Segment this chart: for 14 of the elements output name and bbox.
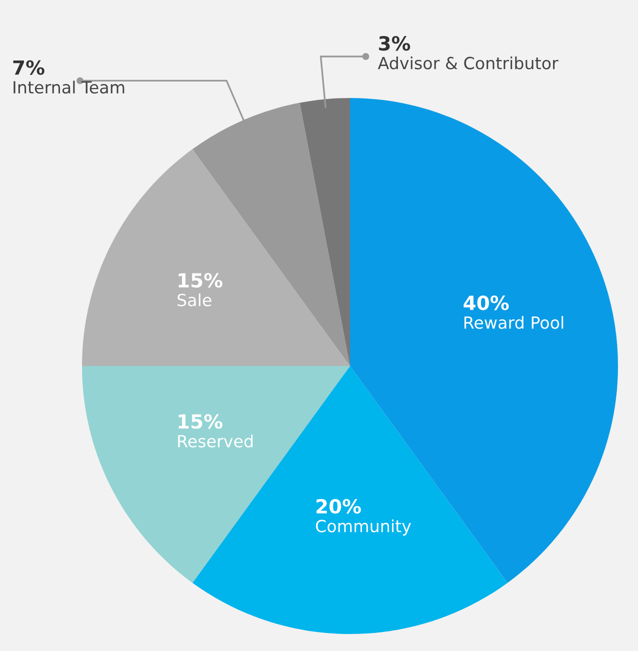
slice-label: Reward Pool: [464, 316, 564, 329]
pie-slice: [82, 149, 350, 366]
slice-label: Reserved: [178, 434, 253, 448]
slice-label: Sale: [178, 293, 212, 306]
data-label: 20%: [316, 498, 361, 514]
data-label: 3%: [379, 36, 410, 51]
data-label: 15%: [178, 414, 222, 429]
data-label: 15%: [178, 272, 222, 288]
slice-label: Community: [316, 519, 411, 536]
data-label: 7%: [13, 60, 44, 75]
legend-label: Internal Team: [14, 80, 124, 94]
slice-label: Advisor & Contributor: [378, 56, 558, 70]
data-label: 40%: [464, 295, 509, 310]
pie-slice: [300, 98, 350, 366]
